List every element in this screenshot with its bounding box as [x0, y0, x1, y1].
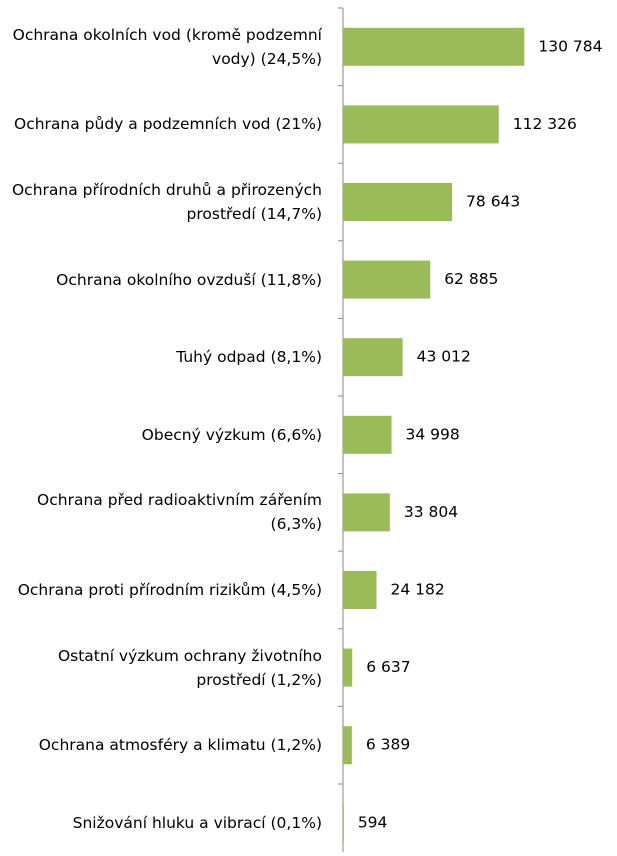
- category-label: Ochrana atmosféry a klimatu (1,2%): [38, 736, 322, 755]
- value-label: 112 326: [513, 115, 577, 133]
- category-label: Ochrana půdy a podzemních vod (21%): [14, 115, 322, 134]
- value-label: 33 804: [404, 503, 458, 521]
- bar: [343, 493, 390, 532]
- bar: [343, 803, 344, 842]
- value-label: 6 637: [366, 658, 410, 676]
- bar: [343, 648, 353, 687]
- bar: [343, 183, 453, 221]
- value-label: 130 784: [538, 37, 602, 55]
- bar: [343, 27, 525, 66]
- value-label: 34 998: [406, 425, 460, 443]
- bar: [343, 415, 392, 454]
- value-label: 43 012: [417, 348, 471, 366]
- category-label: Snižování hluku a vibrací (0,1%): [72, 813, 322, 832]
- category-label: Ochrana před radioaktivním zářením (6,3%…: [37, 491, 322, 534]
- category-label: Obecný výzkum (6,6%): [141, 425, 322, 444]
- category-label: Ochrana přírodních druhů a přirozených p…: [11, 181, 322, 223]
- category-label: Ochrana proti přírodním rizikům (4,5%): [17, 581, 322, 599]
- bar: [343, 338, 403, 377]
- category-label: Ochrana okolního ovzduší (11,8%): [56, 270, 322, 289]
- bar: [343, 260, 431, 299]
- value-label: 78 643: [466, 193, 520, 211]
- category-label: Ochrana okolních vod (kromě podzemní vod…: [12, 25, 322, 68]
- category-label: Ostatní výzkum ochrany životního prostře…: [57, 646, 322, 689]
- value-label: 6 389: [366, 736, 410, 754]
- value-label: 594: [358, 813, 388, 831]
- bar: [343, 571, 377, 609]
- bar: [343, 726, 352, 765]
- value-label: 24 182: [391, 581, 445, 599]
- value-label: 62 885: [444, 270, 498, 288]
- bar: [343, 105, 499, 144]
- category-label: Tuhý odpad (8,1%): [176, 348, 322, 367]
